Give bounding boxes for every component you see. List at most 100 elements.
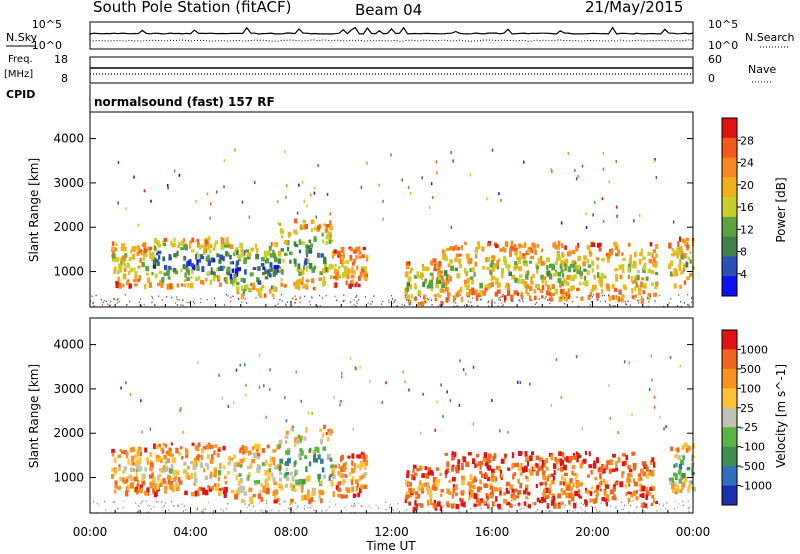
ground-scatter-cell [634, 511, 636, 514]
echo-cell [574, 476, 577, 482]
echo-cell [629, 491, 633, 495]
echo-cell [358, 251, 362, 255]
echo-cell [435, 160, 438, 164]
ground-scatter-cell [480, 507, 482, 509]
echo-cell [514, 265, 518, 270]
ground-scatter-cell [489, 508, 491, 510]
echo-cell [569, 263, 573, 268]
echo-cell [115, 282, 120, 289]
ground-scatter-cell [454, 505, 456, 508]
echo-cell [633, 481, 638, 487]
ground-scatter-cell [584, 510, 586, 512]
echo-cell [285, 440, 288, 444]
echo-cell [462, 491, 465, 496]
echo-cell [574, 490, 578, 497]
echo-cell [162, 465, 165, 470]
echo-cell [293, 281, 296, 287]
echo-cell [484, 471, 487, 478]
ground-scatter-cell [329, 500, 331, 503]
echo-cell [170, 463, 174, 469]
echo-cell [245, 393, 247, 397]
echo-cell [317, 225, 321, 230]
echo-cell [681, 482, 686, 488]
echo-cell [131, 468, 136, 472]
echo-cell [639, 477, 643, 481]
echo-cell [615, 253, 619, 257]
echo-cell [317, 454, 321, 460]
echo-cell [511, 452, 515, 459]
echo-cell [421, 485, 424, 492]
ground-scatter-cell [530, 507, 532, 510]
ground-scatter-cell [573, 500, 575, 503]
echo-cell [486, 266, 490, 270]
echo-cell [223, 185, 225, 189]
echo-cell [352, 427, 354, 431]
echo-cell [463, 268, 466, 274]
echo-cell [587, 296, 591, 300]
echo-cell [477, 500, 482, 506]
echo-cell [444, 472, 447, 479]
echo-cell [429, 498, 433, 503]
ground-scatter-cell [95, 294, 97, 297]
echo-cell [444, 470, 448, 475]
echo-cell [136, 451, 139, 457]
echo-cell [474, 290, 478, 296]
ground-scatter-cell [449, 503, 451, 505]
ground-scatter-cell [117, 298, 119, 300]
echo-cell [183, 255, 187, 261]
echo-cell [146, 487, 150, 493]
echo-cell [122, 260, 126, 265]
echo-cell [149, 427, 152, 431]
echo-cell [244, 269, 247, 275]
echo-cell [406, 473, 410, 479]
echo-cell [222, 465, 226, 470]
echo-cell [532, 466, 536, 471]
echo-cell [581, 164, 584, 168]
echo-cell [303, 199, 305, 203]
echo-cell [321, 467, 325, 473]
echo-cell [626, 474, 631, 480]
echo-cell [440, 300, 444, 306]
ground-scatter-cell [629, 304, 631, 306]
echo-cell [341, 372, 343, 376]
echo-cell [124, 490, 129, 497]
echo-cell [212, 275, 216, 282]
echo-cell [682, 267, 686, 272]
ground-scatter-cell [668, 302, 670, 304]
echo-cell [269, 253, 274, 258]
echo-cell [584, 500, 588, 506]
ground-scatter-cell [361, 505, 363, 507]
echo-cell [150, 199, 152, 203]
echo-cell [679, 236, 682, 242]
echo-cell [409, 482, 412, 487]
echo-cell [133, 267, 136, 271]
echo-cell [592, 463, 597, 469]
echo-cell [530, 281, 534, 285]
ground-scatter-cell [628, 511, 630, 513]
ground-scatter-cell [688, 511, 690, 513]
echo-cell [640, 468, 644, 475]
ground-scatter-cell [580, 507, 582, 509]
echo-cell [406, 470, 410, 475]
echo-cell [524, 283, 527, 289]
echo-cell [548, 292, 552, 297]
echo-cell [176, 283, 180, 288]
echo-cell [618, 289, 622, 295]
echo-cell [136, 464, 140, 469]
echo-cell [484, 284, 489, 288]
echo-cell [218, 373, 220, 377]
echo-cell [419, 272, 424, 278]
echo-cell [221, 487, 225, 491]
echo-cell [285, 472, 290, 476]
echo-cell [313, 191, 316, 195]
ground-scatter-cell [463, 304, 466, 307]
echo-cell [490, 495, 494, 499]
echo-cell [176, 487, 179, 491]
echo-cell [436, 277, 439, 283]
echo-cell [334, 263, 337, 268]
echo-cell [337, 265, 341, 269]
ground-scatter-cell [98, 504, 100, 506]
echo-cell [571, 250, 576, 255]
echo-cell [566, 275, 571, 280]
